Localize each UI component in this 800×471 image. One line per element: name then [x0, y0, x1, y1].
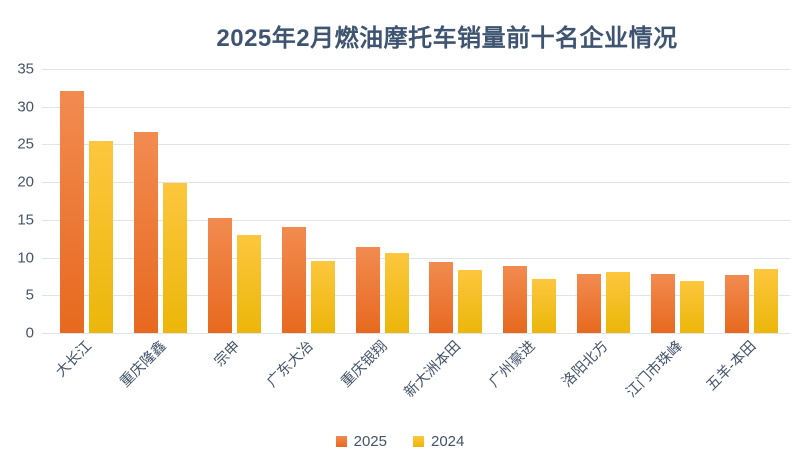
- bar-2025: [134, 132, 159, 333]
- y-tick-label: 25: [17, 135, 34, 153]
- bar-group: 新大洲本田: [402, 69, 493, 401]
- bar-2025: [724, 274, 749, 333]
- bar-2024: [89, 141, 114, 333]
- legend-item-2024: 2024: [413, 433, 464, 450]
- gridline: [42, 219, 790, 221]
- x-category-label: 五羊-本田: [703, 338, 760, 395]
- y-tick-label: 30: [17, 98, 34, 116]
- bar-2025: [355, 247, 380, 333]
- y-tick-label: 10: [17, 249, 34, 267]
- y-tick-label: 0: [25, 324, 34, 342]
- legend-item-2025: 2025: [335, 433, 387, 450]
- bar-2024: [384, 253, 409, 333]
- bar-2024: [310, 260, 335, 333]
- y-tick-label: 35: [17, 60, 34, 78]
- bar-group: 五羊-本田: [704, 69, 788, 394]
- bar-2024: [679, 280, 704, 333]
- x-category-label: 重庆隆鑫: [116, 338, 170, 391]
- legend-label: 2024: [431, 433, 465, 450]
- gridline: [42, 333, 790, 334]
- x-category-label: 江门市珠峰: [623, 338, 686, 401]
- legend-swatch-icon: [413, 436, 424, 447]
- gridline: [42, 106, 790, 108]
- bar-2025: [503, 265, 528, 333]
- bar-2024: [236, 234, 261, 333]
- gridline: [42, 144, 790, 146]
- legend: 2025 2024: [0, 433, 800, 450]
- x-category-label: 洛阳北方: [559, 338, 613, 391]
- bar-2024: [753, 268, 778, 333]
- bar-2025: [60, 90, 85, 333]
- x-category-label: 宗申: [211, 338, 244, 371]
- y-tick-label: 20: [17, 173, 34, 191]
- y-axis-tick-labels: 0 5 10 15 20 25 30 35: [0, 62, 34, 341]
- gridline: [42, 257, 790, 259]
- y-tick-label: 15: [17, 211, 34, 229]
- bar-group: 大长江: [50, 69, 124, 380]
- bar-group: 重庆隆鑫: [117, 69, 198, 391]
- gridline: [42, 69, 790, 70]
- x-category-label: 广东大冶: [264, 338, 317, 391]
- legend-label: 2025: [353, 433, 387, 450]
- bar-2025: [207, 217, 232, 333]
- plot-area: 大长江 重庆隆鑫 宗申 广东大冶 重庆银翔 新大洲本田 广州豪进 洛阳北方 江门市珠峰 五羊-本田: [42, 69, 790, 401]
- bar-group: 洛阳北方: [560, 69, 641, 391]
- gridline: [42, 295, 790, 297]
- bar-2024: [605, 271, 630, 333]
- y-tick-label: 5: [25, 286, 34, 304]
- bar-2025: [429, 262, 454, 333]
- x-category-label: 新大洲本田: [401, 338, 465, 401]
- bar-2025: [650, 274, 675, 333]
- bar-groups: 大长江 重庆隆鑫 宗申 广东大冶 重庆银翔 新大洲本田 广州豪进 洛阳北方 江门市珠峰 五羊-本田: [50, 69, 788, 401]
- bar-2025: [576, 274, 601, 333]
- bar-group: 重庆银翔: [338, 69, 419, 391]
- bar-2024: [532, 278, 557, 333]
- x-category-label: 广州豪进: [485, 338, 539, 391]
- chart-title: 2025年2月燃油摩托车销量前十名企业情况: [216, 25, 678, 52]
- bar-2024: [163, 182, 188, 333]
- x-category-label: 大长江: [53, 338, 96, 381]
- bar-2024: [458, 270, 483, 333]
- gridline: [42, 182, 790, 184]
- x-category-label: 重庆银翔: [338, 338, 391, 391]
- bar-group: 广州豪进: [486, 69, 567, 391]
- legend-swatch-icon: [335, 436, 347, 447]
- bar-2025: [281, 226, 306, 333]
- bar-group: 江门市珠峰: [623, 69, 714, 401]
- bar-group: 广东大冶: [265, 69, 345, 391]
- bar-group: 宗申: [198, 69, 272, 370]
